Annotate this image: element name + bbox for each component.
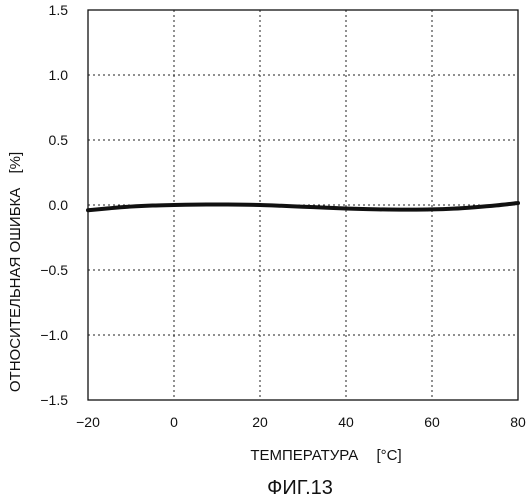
x-tick-label: −20 bbox=[76, 414, 100, 430]
x-tick-label: 80 bbox=[510, 414, 526, 430]
x-axis-label: ТЕМПЕРАТУРА [°C] bbox=[250, 447, 401, 464]
x-tick-label: 60 bbox=[424, 414, 440, 430]
x-axis-label-text: ТЕМПЕРАТУРА bbox=[250, 447, 358, 464]
y-axis-label: ОТНОСИТЕЛЬНАЯ ОШИБКА [%] bbox=[7, 152, 24, 392]
x-tick-label: 0 bbox=[170, 414, 178, 430]
y-tick-label: 0.0 bbox=[49, 197, 69, 213]
x-axis-ticks: −20 0 20 40 60 80 bbox=[76, 414, 526, 430]
x-tick-label: 40 bbox=[338, 414, 354, 430]
series-line bbox=[88, 203, 518, 210]
figure-caption: ФИГ.13 bbox=[267, 477, 333, 499]
y-axis-ticks: 1.5 1.0 0.5 0.0 −0.5 −1.0 −1.5 bbox=[40, 2, 68, 408]
y-tick-label: 0.5 bbox=[49, 132, 69, 148]
y-tick-label: −1.5 bbox=[40, 392, 68, 408]
y-axis-label-text: ОТНОСИТЕЛЬНАЯ ОШИБКА bbox=[7, 188, 24, 392]
y-tick-label: 1.5 bbox=[49, 2, 69, 18]
y-tick-label: 1.0 bbox=[49, 67, 69, 83]
x-tick-label: 20 bbox=[252, 414, 268, 430]
x-axis-unit: [°C] bbox=[376, 447, 401, 464]
y-axis-unit: [%] bbox=[7, 152, 24, 174]
y-tick-label: −0.5 bbox=[40, 262, 68, 278]
y-tick-label: −1.0 bbox=[40, 327, 68, 343]
